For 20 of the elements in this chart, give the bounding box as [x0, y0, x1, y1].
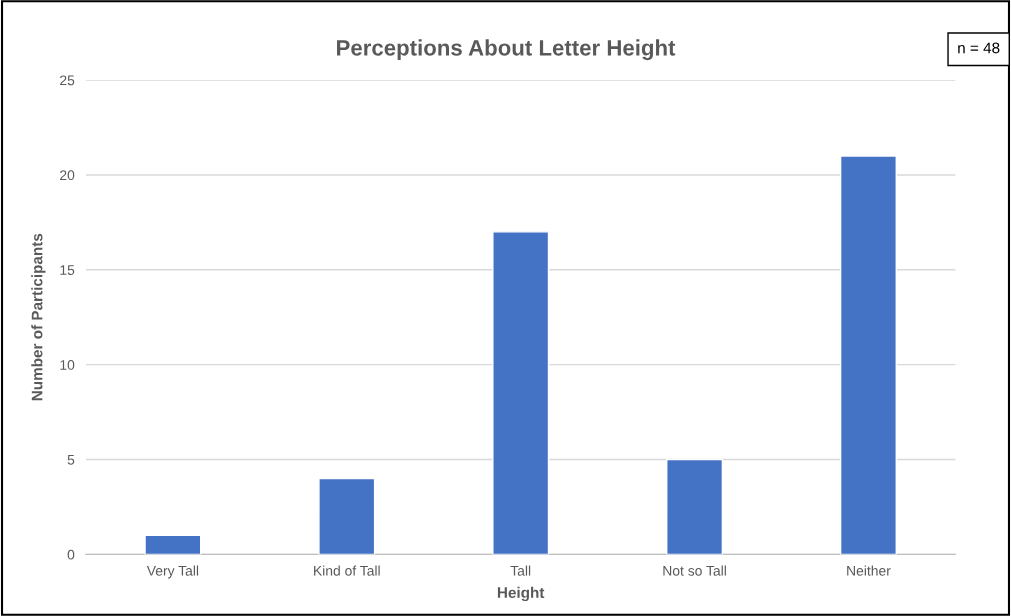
bar [839, 155, 897, 555]
y-tick-label: 15 [60, 265, 75, 275]
y-axis-title: Number of Participants [31, 233, 46, 401]
bar [492, 231, 550, 555]
y-tick-label: 0 [67, 549, 75, 560]
y-tick-label: 20 [60, 170, 75, 181]
bar [666, 458, 724, 555]
x-tick-label: Kind of Tall [314, 565, 380, 576]
bar [318, 477, 376, 555]
bar [144, 534, 202, 555]
chart-title: Perceptions About Letter Height [337, 39, 676, 61]
y-tick-label: 10 [60, 360, 75, 370]
x-tick-label: Neither [847, 565, 891, 576]
x-tick-label: Tall [510, 565, 531, 576]
x-axis-title: Height [497, 586, 545, 602]
text: n = 48 [958, 42, 1000, 54]
x-tick-label: Not so Tall [663, 565, 726, 576]
x-tick-label: Very Tall [146, 565, 199, 579]
y-tick-label: 25 [60, 75, 75, 86]
y-tick-label: 5 [67, 455, 75, 465]
